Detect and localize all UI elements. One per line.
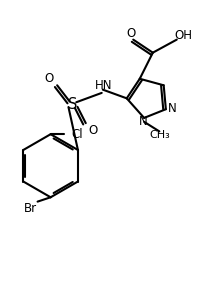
Text: CH₃: CH₃ xyxy=(149,130,170,140)
Text: Br: Br xyxy=(23,202,37,215)
Text: N: N xyxy=(139,115,147,128)
Text: N: N xyxy=(167,102,176,115)
Text: O: O xyxy=(44,72,54,85)
Text: O: O xyxy=(126,27,136,40)
Text: OH: OH xyxy=(175,29,193,42)
Text: S: S xyxy=(68,97,77,112)
Text: HN: HN xyxy=(95,79,113,92)
Text: O: O xyxy=(88,124,98,137)
Text: Cl: Cl xyxy=(71,128,83,141)
